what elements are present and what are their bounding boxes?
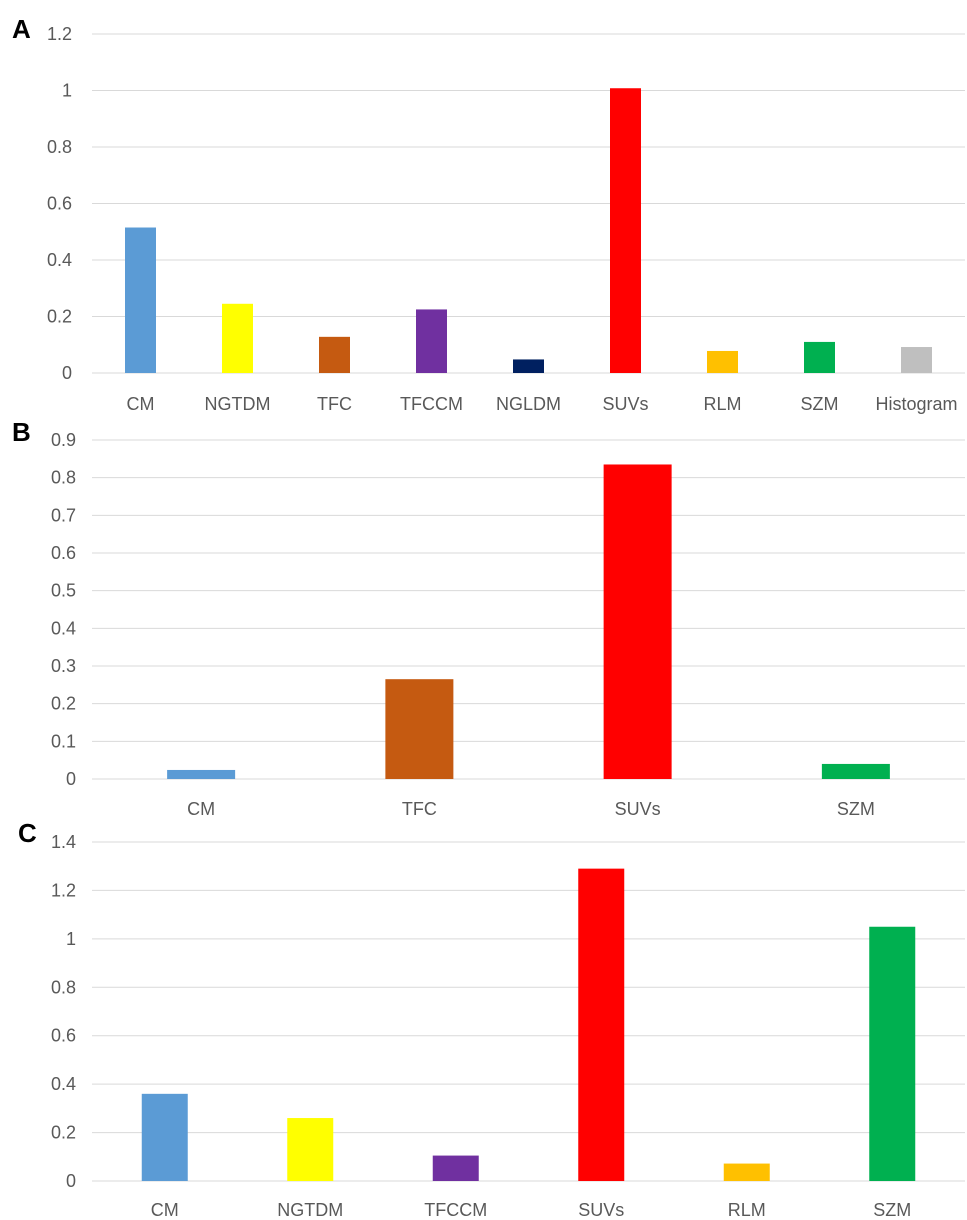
y-tick-label: 1.2 xyxy=(47,24,72,44)
y-tick-label: 0.1 xyxy=(51,731,76,751)
y-tick-label: 0.5 xyxy=(51,581,76,601)
y-tick-label: 1 xyxy=(62,81,72,101)
x-category-label: SUVs xyxy=(602,394,648,414)
panel-label-a: A xyxy=(12,14,31,44)
chart-panel-c: C 0 0.2 0.4 0.6 0.8 1 1.2 1.4 CM NGTDM TFCCM SUVs RL… xyxy=(0,818,967,1220)
y-tick-label: 1.2 xyxy=(51,880,76,900)
y-tick-label: 0.2 xyxy=(51,1123,76,1143)
chart-a-svg: 0 0.2 0.4 0.6 0.8 1 1.2 CM NGTDM TFC TFCCM NGLDM SUV… xyxy=(47,24,965,414)
y-tick-label: 1 xyxy=(66,929,76,949)
x-category-label: TFCCM xyxy=(424,1200,487,1220)
y-tick-label: 0.8 xyxy=(51,977,76,997)
y-tick-label: 0.6 xyxy=(51,1026,76,1046)
y-tick-label: 0.6 xyxy=(47,194,72,214)
y-tick-label: 1.4 xyxy=(51,832,76,852)
y-tick-label: 0.8 xyxy=(47,137,72,157)
y-tick-label: 0.7 xyxy=(51,505,76,525)
x-category-label: RLM xyxy=(728,1200,766,1220)
x-category-label: RLM xyxy=(703,394,741,414)
bar-tfccm xyxy=(432,1155,479,1181)
x-category-label: SUVs xyxy=(615,799,661,819)
x-category-label: TFC xyxy=(317,394,352,414)
bar-histogram xyxy=(901,347,932,373)
chart-c-svg: 0 0.2 0.4 0.6 0.8 1 1.2 1.4 CM NGTDM TFCCM SUVs RLM S… xyxy=(51,832,965,1220)
bar-suvs xyxy=(610,88,641,374)
bar-cm xyxy=(125,227,156,373)
x-category-label: NGTDM xyxy=(277,1200,343,1220)
bar-tfc xyxy=(385,679,454,779)
x-category-label: CM xyxy=(127,394,155,414)
y-tick-label: 0.6 xyxy=(51,543,76,563)
y-tick-label: 0.2 xyxy=(51,694,76,714)
panel-label-c: C xyxy=(18,818,37,848)
x-category-label: CM xyxy=(151,1200,179,1220)
bar-cm xyxy=(141,1093,188,1181)
x-category-label: SZM xyxy=(873,1200,911,1220)
bar-tfc xyxy=(319,336,350,373)
x-category-label: CM xyxy=(187,799,215,819)
y-tick-label: 0 xyxy=(66,769,76,789)
y-tick-label: 0.3 xyxy=(51,656,76,676)
x-category-label: SZM xyxy=(837,799,875,819)
x-category-label: SUVs xyxy=(578,1200,624,1220)
bar-rlm xyxy=(707,350,738,373)
y-tick-label: 0.4 xyxy=(51,618,76,638)
y-tick-label: 0.9 xyxy=(51,430,76,450)
x-category-label: Histogram xyxy=(875,394,957,414)
bar-ngtdm xyxy=(287,1118,334,1181)
x-category-label: SZM xyxy=(801,394,839,414)
bar-rlm xyxy=(723,1163,770,1181)
bar-tfccm xyxy=(416,309,447,373)
y-tick-label: 0.4 xyxy=(51,1074,76,1094)
y-tick-label: 0 xyxy=(62,363,72,383)
bar-suvs xyxy=(578,868,625,1181)
x-category-label: TFCCM xyxy=(400,394,463,414)
bar-suvs xyxy=(603,464,672,779)
bar-cm xyxy=(167,769,236,779)
chart-panel-b: B 0 0.1 0.2 0.3 0.4 0.5 0.6 0.7 0.8 0.9 CM TFC SUVs S… xyxy=(0,415,967,820)
bar-szm xyxy=(804,341,835,373)
y-tick-label: 0.8 xyxy=(51,468,76,488)
x-category-label: NGLDM xyxy=(496,394,561,414)
chart-panel-a: A 0 0.2 0.4 0.6 0.8 1 1.2 CM NGTDM TFC TFCCM NGLDM S… xyxy=(0,0,967,415)
y-tick-label: 0.4 xyxy=(47,250,72,270)
bar-szm xyxy=(821,763,890,779)
x-category-label: NGTDM xyxy=(205,394,271,414)
chart-b-svg: 0 0.1 0.2 0.3 0.4 0.5 0.6 0.7 0.8 0.9 CM TFC SUVs SZM xyxy=(51,430,965,819)
bar-ngtdm xyxy=(222,303,253,373)
panel-label-b: B xyxy=(12,417,31,447)
y-tick-label: 0.2 xyxy=(47,307,72,327)
y-tick-label: 0 xyxy=(66,1171,76,1191)
x-category-label: TFC xyxy=(402,799,437,819)
bar-szm xyxy=(869,926,916,1181)
bar-ngldm xyxy=(513,359,544,373)
